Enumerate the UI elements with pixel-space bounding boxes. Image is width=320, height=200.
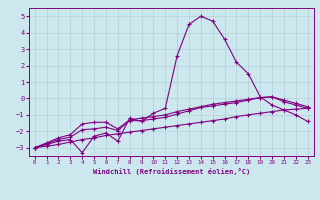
X-axis label: Windchill (Refroidissement éolien,°C): Windchill (Refroidissement éolien,°C) bbox=[92, 168, 250, 175]
